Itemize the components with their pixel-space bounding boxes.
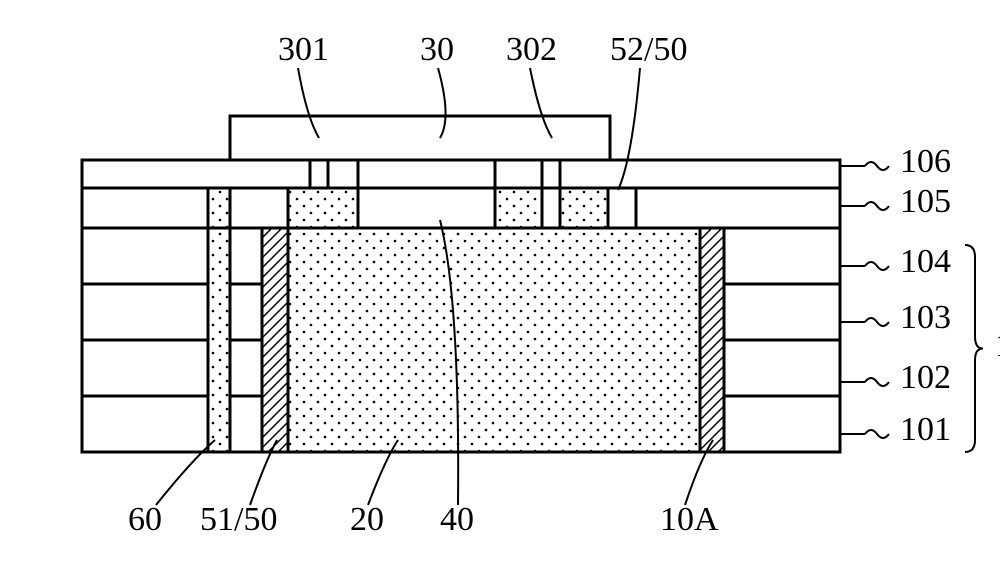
layer-104-right — [724, 228, 840, 284]
label-102: 102 — [900, 359, 951, 396]
tilde-103 — [865, 318, 889, 326]
region-60-upper — [208, 188, 230, 228]
label-30: 30 — [420, 31, 454, 68]
layer-101-right — [724, 396, 840, 452]
layer-103-right — [724, 284, 840, 340]
region-20-upper-r2 — [560, 188, 608, 228]
region-20-upper-left — [288, 188, 358, 228]
region-10a — [700, 228, 724, 452]
label-103: 103 — [900, 299, 951, 336]
layer-105-right — [636, 188, 840, 228]
layer-101-left — [82, 396, 262, 452]
tilde-101 — [865, 430, 889, 438]
layer-103-left — [82, 284, 262, 340]
label-5250: 52/50 — [610, 31, 687, 68]
layer-106-seg3 — [560, 160, 840, 188]
tilde-104 — [865, 262, 889, 270]
label-101: 101 — [900, 411, 951, 448]
tilde-102 — [865, 378, 889, 386]
region-40 — [358, 188, 495, 228]
region-20-body — [288, 228, 700, 452]
label-302: 302 — [506, 31, 557, 68]
layer-104-left — [82, 228, 262, 284]
layer-106-seg0 — [82, 160, 310, 188]
layer-102-left — [82, 340, 262, 396]
tilde-106 — [865, 162, 889, 170]
tilde-105 — [865, 202, 889, 210]
label-10A: 10A — [660, 501, 719, 538]
bar-30 — [230, 116, 610, 160]
label-5150: 51/50 — [200, 501, 277, 538]
post-301 — [310, 160, 328, 188]
layer-102-right — [724, 340, 840, 396]
label-20: 20 — [350, 501, 384, 538]
region-51-50 — [262, 228, 288, 452]
layer-106-seg2 — [495, 160, 542, 188]
label-60: 60 — [128, 501, 162, 538]
label-40: 40 — [440, 501, 474, 538]
label-301: 301 — [278, 31, 329, 68]
layer-106-seg1 — [328, 160, 358, 188]
post-302 — [542, 160, 560, 188]
region-20-upper-right — [495, 188, 542, 228]
label-10: 10 — [995, 327, 1000, 364]
semiconductor-cross-section-diagram: 301 30 302 52/50 106105 104 103 102 101 60 51/50 20… — [20, 20, 1000, 565]
label-105: 105 — [900, 183, 951, 220]
region-60-lower — [208, 228, 230, 452]
bracket-10 — [965, 245, 983, 452]
label-104: 104 — [900, 243, 951, 280]
label-106: 106 — [900, 143, 951, 180]
